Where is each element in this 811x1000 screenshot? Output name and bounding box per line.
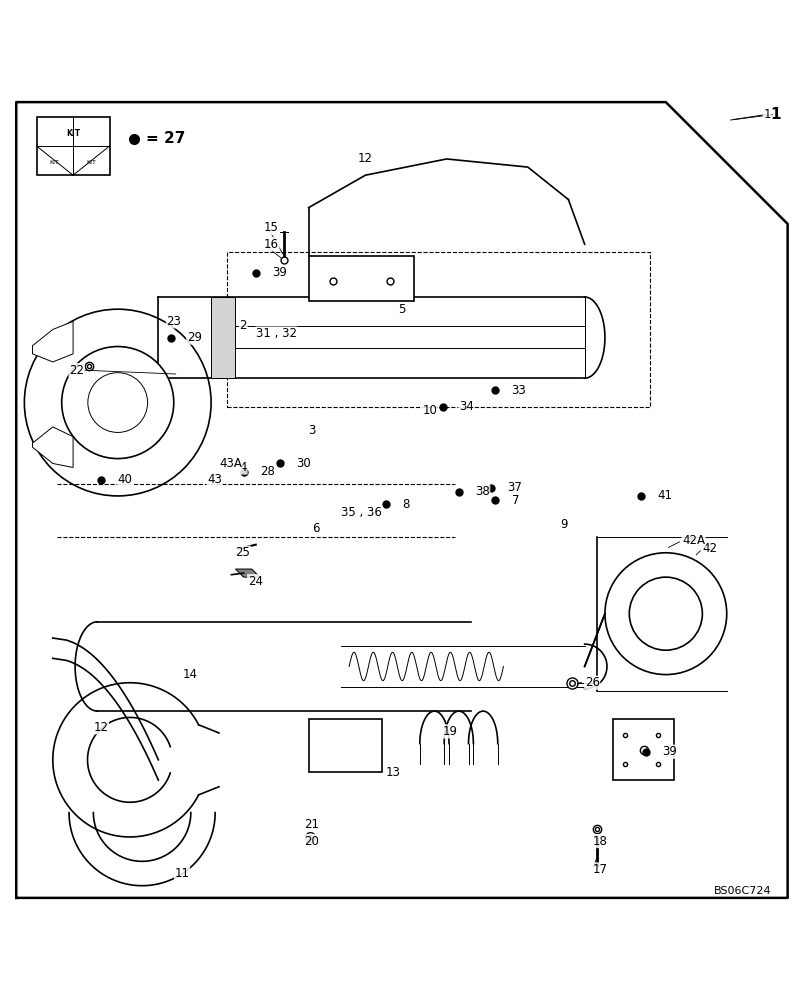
Text: 1: 1	[770, 107, 779, 122]
Text: 12: 12	[357, 152, 371, 165]
Text: 37: 37	[507, 481, 521, 494]
FancyBboxPatch shape	[308, 256, 414, 301]
Text: 39: 39	[272, 266, 286, 279]
Text: 34: 34	[458, 400, 473, 413]
Text: KIT: KIT	[86, 160, 97, 165]
Text: 23: 23	[166, 315, 181, 328]
Text: 16: 16	[264, 238, 278, 251]
Text: 2: 2	[239, 319, 247, 332]
Text: KIT: KIT	[66, 129, 80, 138]
Circle shape	[88, 373, 148, 432]
FancyBboxPatch shape	[612, 719, 673, 780]
Text: 14: 14	[182, 668, 197, 681]
Text: 29: 29	[187, 331, 201, 344]
Text: 30: 30	[296, 457, 311, 470]
Text: 8: 8	[401, 498, 409, 511]
Circle shape	[62, 347, 174, 459]
Text: 33: 33	[511, 384, 526, 397]
Polygon shape	[211, 297, 235, 378]
Text: 6: 6	[312, 522, 320, 535]
Text: 43: 43	[207, 473, 221, 486]
Text: 28: 28	[260, 465, 274, 478]
Text: 42: 42	[702, 542, 716, 555]
Text: 15: 15	[264, 221, 278, 234]
Text: 18: 18	[592, 835, 607, 848]
Text: 10: 10	[422, 404, 436, 417]
Text: 4: 4	[239, 461, 247, 474]
Circle shape	[24, 309, 211, 496]
Text: 1: 1	[762, 108, 770, 121]
Circle shape	[629, 577, 702, 650]
Text: 26: 26	[584, 676, 599, 689]
Text: 31 , 32: 31 , 32	[255, 327, 296, 340]
Text: 38: 38	[474, 485, 489, 498]
FancyBboxPatch shape	[308, 719, 381, 772]
Polygon shape	[32, 321, 73, 362]
Text: 39: 39	[661, 745, 676, 758]
Text: 24: 24	[247, 575, 262, 588]
Text: 13: 13	[385, 766, 400, 779]
Text: KIT: KIT	[49, 160, 60, 165]
Text: 42A: 42A	[681, 534, 704, 547]
Polygon shape	[235, 569, 260, 577]
Text: 5: 5	[397, 303, 405, 316]
Bar	[227, 252, 649, 407]
Text: 9: 9	[560, 518, 567, 531]
Text: 35 , 36: 35 , 36	[341, 506, 381, 519]
Text: 3: 3	[308, 424, 315, 437]
Text: 19: 19	[442, 725, 457, 738]
Text: 41: 41	[657, 489, 672, 502]
Circle shape	[604, 553, 726, 675]
Text: BS06C724: BS06C724	[713, 886, 770, 896]
Text: 7: 7	[511, 493, 518, 506]
Text: 43A: 43A	[219, 457, 242, 470]
Text: 25: 25	[235, 546, 250, 559]
Text: 40: 40	[118, 473, 132, 486]
Text: = 27: = 27	[146, 131, 185, 146]
Text: 17: 17	[592, 863, 607, 876]
Text: 21: 21	[304, 818, 319, 831]
Text: 20: 20	[304, 835, 319, 848]
Polygon shape	[32, 427, 73, 468]
Text: 22: 22	[69, 364, 84, 377]
Bar	[36, 117, 109, 175]
Text: 12: 12	[93, 721, 108, 734]
Text: 11: 11	[174, 867, 189, 880]
